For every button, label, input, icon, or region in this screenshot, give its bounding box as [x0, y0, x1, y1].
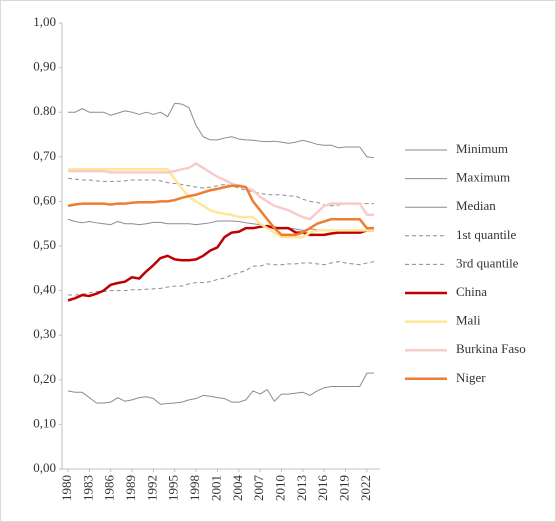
legend-label: Mali: [456, 313, 481, 328]
legend-label: 3rd quantile: [456, 255, 519, 270]
y-tick-label: 0,10: [33, 415, 56, 430]
x-tick-label: 2019: [337, 475, 352, 501]
x-tick-label: 2004: [230, 475, 245, 502]
x-tick-label: 2013: [294, 475, 309, 501]
series-line: [67, 224, 374, 302]
y-tick-label: 0,90: [33, 59, 56, 74]
x-tick-label: 2001: [208, 475, 223, 501]
y-tick-label: 0.80: [33, 103, 56, 118]
series-line: [67, 177, 374, 207]
legend-label: Burkina Faso: [456, 341, 526, 356]
y-tick-label: 0,50: [33, 237, 56, 252]
x-tick-label: 2022: [358, 475, 373, 501]
series-line: [67, 372, 374, 405]
legend-label: Median: [456, 198, 496, 213]
y-tick-label: 0,00: [33, 460, 56, 475]
x-tick-label: 1983: [80, 475, 95, 501]
series-line: [67, 184, 374, 237]
x-tick-label: 2016: [315, 475, 330, 502]
legend-label: Minimum: [456, 141, 508, 156]
y-tick-label: 0,20: [33, 371, 56, 386]
y-tick-label: 0,40: [33, 282, 56, 297]
legend-label: China: [456, 284, 487, 299]
series-line: [68, 261, 375, 296]
y-tick-label: 1,00: [33, 14, 56, 29]
x-tick-label: 2007: [251, 475, 266, 502]
x-tick-label: 1998: [187, 475, 202, 501]
y-tick-label: 0,70: [33, 148, 56, 163]
y-tick-label: 0,60: [33, 192, 56, 207]
series-line: [68, 102, 375, 159]
series-line: [68, 162, 374, 221]
x-tick-label: 1980: [59, 475, 74, 501]
y-tick-label: 0,30: [33, 326, 56, 341]
legend-label: 1st quantile: [456, 227, 517, 242]
x-tick-label: 2010: [272, 475, 287, 501]
x-tick-label: 1992: [144, 475, 159, 501]
series-line: [68, 168, 374, 239]
x-tick-label: 1989: [123, 475, 138, 501]
x-tick-label: 1986: [102, 475, 117, 502]
legend-label: Niger: [456, 370, 486, 385]
legend-label: Maximum: [456, 170, 510, 185]
x-tick-label: 1995: [166, 475, 181, 501]
